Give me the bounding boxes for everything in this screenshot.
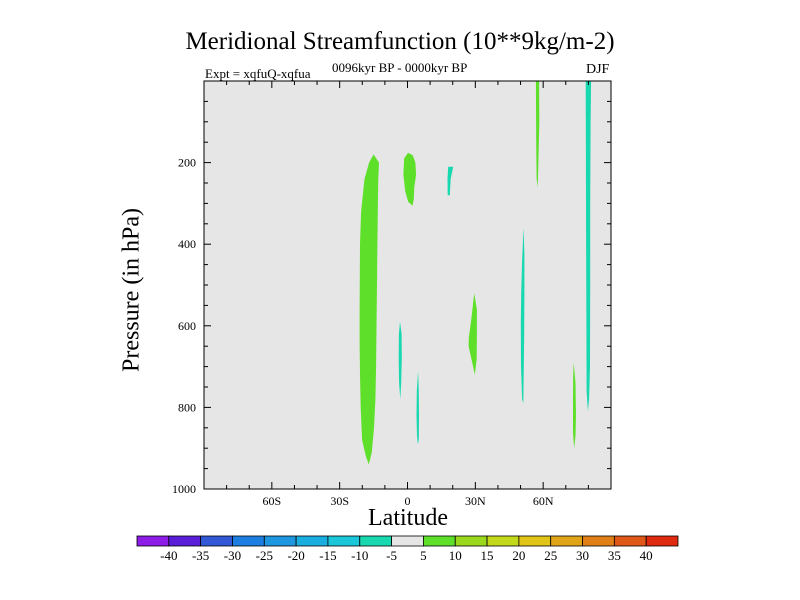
colorbar-swatch: [550, 535, 583, 547]
colorbar-swatch: [391, 535, 424, 547]
colorbar-swatch: [263, 535, 297, 547]
y-tick-label: 800: [178, 400, 196, 414]
colorbar-label: -40: [160, 548, 177, 563]
y-tick-label: 1000: [172, 482, 196, 496]
time-range-label: 0096kyr BP - 0000kyr BP: [332, 60, 468, 75]
contour-region-equatorial-upper-positive: [403, 152, 417, 206]
contour-region-nh-upper-small-negative: [447, 166, 454, 196]
x-tick-label: 30S: [330, 494, 349, 508]
y-tick-label: 400: [178, 237, 196, 251]
x-tick-label: 0: [405, 494, 411, 508]
season-label: DJF: [586, 62, 610, 77]
colorbar-label: -15: [319, 548, 336, 563]
colorbar-swatch: [359, 535, 392, 547]
colorbar-label: 20: [512, 548, 525, 563]
contour-region-equatorial-mid-negative: [398, 321, 402, 400]
colorbar-label: -35: [192, 548, 209, 563]
colorbar-label: -5: [386, 548, 397, 563]
colorbar-swatch: [327, 535, 361, 547]
colorbar-label: -10: [351, 548, 368, 563]
colorbar-label: -30: [224, 548, 241, 563]
colorbar-swatch: [518, 535, 552, 547]
colorbar-swatch: [232, 535, 265, 547]
colorbar-label: 10: [449, 548, 462, 563]
y-tick-label: 600: [178, 319, 196, 333]
colorbar-swatch: [200, 535, 233, 547]
contour-region-nh-polar-negative: [585, 81, 592, 412]
contour-region-nh-subtropical-positive: [468, 293, 477, 375]
colorbar-swatch: [168, 535, 202, 547]
experiment-label: Expt = xqfuQ-xqfua: [205, 66, 311, 81]
contour-region-equatorial-lower-negative: [416, 370, 419, 445]
contour-region-nh-highlat-upper-positive: [535, 81, 540, 188]
y-tick-label: 200: [178, 156, 196, 170]
colorbar-label: 5: [420, 548, 427, 563]
colorbar-swatch: [645, 535, 679, 547]
chart-title: Meridional Streamfunction (10**9kg/m-2): [185, 28, 615, 55]
colorbar-swatch: [423, 535, 456, 547]
x-tick-label: 30N: [465, 494, 486, 508]
x-tick-label: 60S: [262, 494, 281, 508]
colorbar-swatch: [582, 535, 615, 547]
colorbar-swatch: [136, 535, 170, 547]
colorbar-swatch: [486, 535, 520, 547]
contour-region-nh-midlat-negative: [520, 227, 525, 404]
colorbar-label: 30: [576, 548, 589, 563]
colorbar-label: 35: [608, 548, 621, 563]
colorbar-label: 15: [481, 548, 494, 563]
colorbar-swatch: [295, 535, 329, 547]
x-axis-label: Latitude: [368, 505, 448, 531]
contour-region-sh-subtropical-positive: [359, 154, 379, 465]
colorbar-label: 40: [640, 548, 653, 563]
colorbar-label: -25: [256, 548, 273, 563]
colorbar-label: 25: [544, 548, 557, 563]
colorbar-swatch: [454, 535, 488, 547]
colorbar-swatch: [613, 535, 647, 547]
plot-background: [204, 81, 611, 489]
x-tick-label: 60N: [533, 494, 554, 508]
colorbar-label: -20: [287, 548, 304, 563]
contour-region-nh-highlat-lower-positive: [573, 362, 576, 449]
